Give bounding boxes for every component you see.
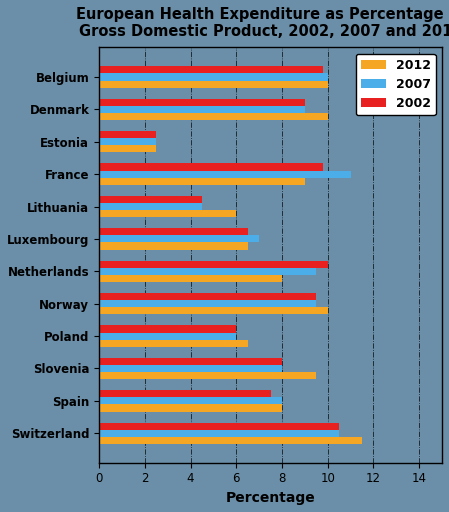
Bar xyxy=(99,243,248,250)
Bar xyxy=(99,261,328,268)
Bar xyxy=(99,106,305,113)
Bar xyxy=(99,339,248,347)
Bar xyxy=(99,390,271,397)
Title: European Health Expenditure as Percentage of
Gross Domestic Product, 2002, 2007 : European Health Expenditure as Percentag… xyxy=(76,7,449,39)
Bar xyxy=(99,236,259,243)
Bar xyxy=(99,67,323,73)
Bar xyxy=(99,437,362,444)
Bar xyxy=(99,228,248,236)
Bar xyxy=(99,145,156,153)
Bar xyxy=(99,332,236,339)
Bar xyxy=(99,397,282,404)
Bar xyxy=(99,372,316,379)
Bar xyxy=(99,365,282,372)
Bar xyxy=(99,275,282,282)
Bar xyxy=(99,358,282,365)
Bar xyxy=(99,131,156,138)
Bar xyxy=(99,178,305,185)
Bar xyxy=(99,203,202,210)
Bar xyxy=(99,300,316,307)
X-axis label: Percentage: Percentage xyxy=(226,491,316,505)
Bar xyxy=(99,170,351,178)
Bar xyxy=(99,430,339,437)
Bar xyxy=(99,80,328,88)
Bar xyxy=(99,138,156,145)
Bar xyxy=(99,196,202,203)
Bar xyxy=(99,268,316,275)
Bar xyxy=(99,210,236,217)
Bar xyxy=(99,422,339,430)
Bar xyxy=(99,404,282,412)
Bar xyxy=(99,99,305,106)
Bar xyxy=(99,326,236,332)
Bar xyxy=(99,163,323,170)
Bar xyxy=(99,73,328,80)
Bar xyxy=(99,293,316,300)
Legend: 2012, 2007, 2002: 2012, 2007, 2002 xyxy=(356,54,436,115)
Bar xyxy=(99,307,328,314)
Bar xyxy=(99,113,328,120)
